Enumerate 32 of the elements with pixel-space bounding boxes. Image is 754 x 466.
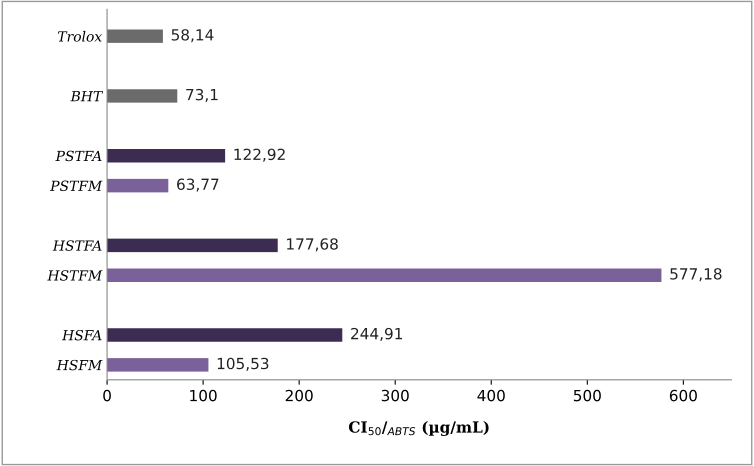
x-tick-label: 300 — [382, 390, 409, 402]
bar — [107, 148, 226, 162]
data-label: 177,68 — [287, 238, 338, 252]
x-tick-label: 200 — [286, 390, 313, 402]
y-tick-label: HSFA — [62, 330, 102, 340]
data-label: 58,14 — [172, 29, 214, 42]
x-tick-label: 100 — [190, 390, 217, 402]
x-tick-label: 0 — [103, 390, 111, 402]
bar — [107, 328, 342, 342]
bar — [107, 29, 163, 43]
bar — [107, 268, 662, 282]
bar — [107, 238, 278, 252]
x-tick-label: 400 — [477, 390, 505, 402]
y-tick-label: Trolox — [58, 30, 102, 42]
y-tick-label: HSTFA — [52, 240, 102, 251]
data-label: 244,91 — [351, 328, 402, 341]
y-tick-label: PSTFA — [55, 150, 102, 162]
x-tick-label: 500 — [574, 390, 601, 402]
x-tick-label: 600 — [670, 390, 697, 402]
y-tick-label: HSTFM — [47, 270, 102, 281]
data-label: 63,77 — [177, 178, 218, 192]
data-label: 105,53 — [218, 358, 268, 371]
x-axis-title: CI$_{50}$/$_{ABTS}$ (µg/mL) — [348, 420, 489, 436]
bar — [107, 358, 208, 372]
bar — [107, 178, 168, 192]
y-tick-label: PSTFM — [50, 180, 102, 192]
data-label: 73,1 — [186, 88, 218, 102]
data-label: 577,18 — [670, 268, 722, 282]
y-tick-label: BHT — [70, 91, 104, 102]
y-tick-label: HSFM — [56, 360, 102, 370]
data-label: 122,92 — [234, 148, 285, 162]
bar — [107, 89, 178, 103]
